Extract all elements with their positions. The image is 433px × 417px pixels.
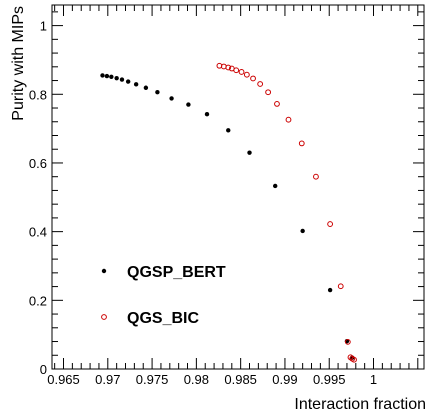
data-point-series-0 [186, 102, 191, 107]
data-point-series-0 [273, 183, 278, 189]
data-point-series-1 [250, 75, 256, 82]
data-point-series-0 [247, 150, 252, 155]
data-point-series-1 [274, 100, 280, 107]
x-tick-label: 0.985 [224, 372, 257, 387]
data-point-series-1 [225, 64, 232, 71]
legend-label-1: QGS_BIC [127, 310, 199, 327]
data-point-series-0 [125, 79, 131, 84]
y-tick-label: 0.2 [29, 293, 47, 308]
x-axis-title: Interaction fraction [294, 396, 426, 413]
data-point-series-1 [257, 81, 264, 87]
data-point-series-1 [313, 173, 319, 180]
legend-label-0: QGSP_BERT [127, 264, 226, 281]
data-point-series-0 [155, 90, 160, 95]
y-axis-title: Purity with MIPs [10, 6, 27, 121]
data-point-series-0 [169, 96, 174, 101]
y-tick-label: 0.8 [29, 87, 47, 102]
data-point-series-1 [243, 71, 250, 78]
x-tick-label: 0.995 [313, 372, 346, 387]
data-point-series-1 [344, 338, 351, 345]
x-tick-label: 0.975 [136, 372, 169, 387]
data-point-series-1 [351, 356, 357, 363]
legend-marker-0 [101, 268, 107, 274]
data-point-series-0 [133, 82, 139, 87]
y-tick-label: 0.6 [29, 156, 47, 171]
x-tick-label: 0.99 [272, 372, 297, 387]
data-point-series-1 [298, 140, 305, 147]
x-tick-label: 0.97 [95, 372, 120, 387]
data-point-series-0 [327, 287, 333, 293]
data-point-series-0 [104, 73, 110, 79]
data-point-series-1 [238, 69, 245, 75]
legend-marker-1 [101, 314, 107, 320]
plot-frame [51, 4, 425, 370]
legend: QGSP_BERT QGS_BIC [101, 264, 226, 327]
data-point-series-1 [337, 283, 344, 290]
data-point-series-1 [233, 67, 240, 74]
y-tick-label: 0 [40, 362, 47, 377]
data-point-series-1 [265, 89, 272, 96]
data-point-series-0 [109, 74, 114, 79]
data-point-series-1 [327, 221, 334, 227]
x-tick-label: 0.965 [47, 372, 80, 387]
data-point-series-0 [226, 128, 231, 133]
y-tick-label: 1 [40, 19, 47, 34]
y-tick-label: 0.4 [29, 225, 47, 240]
data-point-series-0 [114, 75, 119, 81]
data-point-series-0 [300, 228, 305, 234]
data-point-series-0 [100, 73, 105, 78]
data-point-series-0 [143, 85, 149, 90]
data-point-series-1 [285, 116, 292, 123]
data-point-series-0 [119, 77, 125, 82]
x-tick-label: 1 [370, 372, 377, 387]
data-point-series-0 [204, 112, 210, 117]
x-tick-label: 0.98 [184, 372, 209, 387]
